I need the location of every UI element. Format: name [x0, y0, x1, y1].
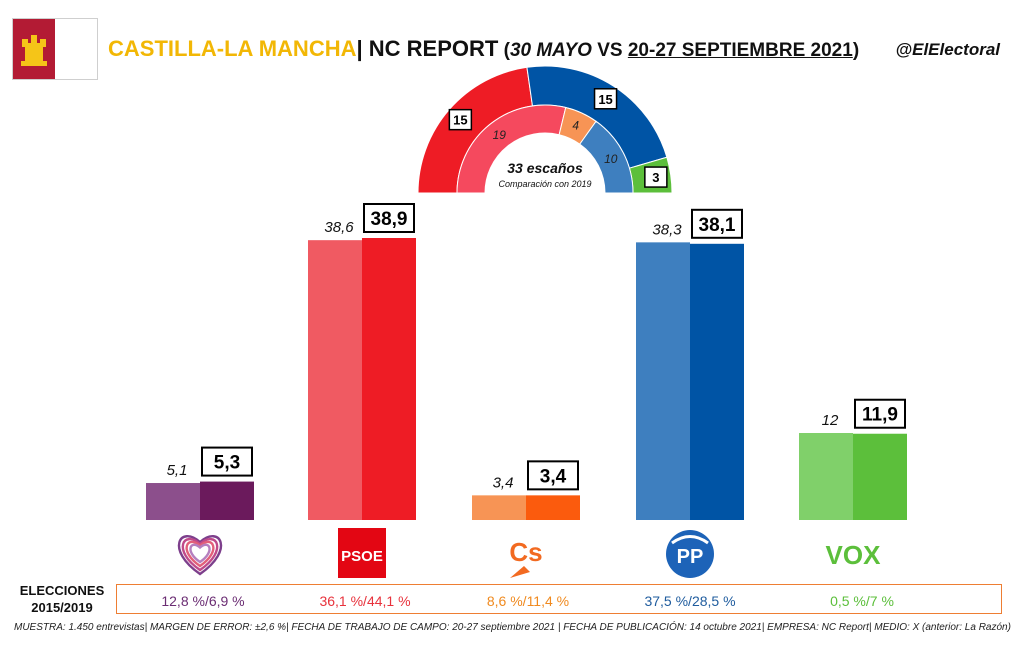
region-title: CASTILLA-LA MANCHA [108, 36, 357, 61]
seats-outer-label-vox: 3 [652, 170, 659, 185]
vote-bars: 5,1 5,3 38,6 38,9 3,4 3,4 38,3 38,1 12 11,9 [146, 203, 907, 520]
label-current-podemos: 5,3 [214, 453, 240, 474]
bar-current-podemos [200, 481, 254, 520]
castle-icon [21, 35, 47, 66]
seats-total-label: 33 escaños [507, 160, 583, 176]
author-handle: @ElElectoral [895, 40, 1000, 59]
seats-hemicycle: 15 15 3 19 4 10 33 escaños Comparación con 2019 [417, 65, 673, 194]
psoe-logo: PSOE [338, 528, 386, 578]
cs-logo: Cs [509, 537, 543, 578]
label-box-current-psoe [363, 203, 415, 233]
seats-outer-box-psoe [448, 108, 473, 131]
party-logos: PSOE Cs PP VOX [177, 528, 882, 578]
pp-logo-text: PP [677, 546, 704, 568]
cs-logo-text: Cs [509, 537, 542, 567]
label-box-current-pp [691, 208, 743, 239]
seats-inner-label-pp: 10 [604, 152, 618, 166]
label-current-psoe: 38,9 [371, 209, 408, 230]
bar-previous-pp [636, 242, 690, 520]
psoe-logo-text: PSOE [341, 548, 383, 565]
bar-previous-psoe [308, 240, 362, 520]
result-cs: 8,6 %/11,4 % [486, 593, 570, 609]
vox-logo: VOX [826, 540, 882, 570]
seats-outer-box-pp [593, 88, 618, 110]
pp-logo: PP [666, 530, 714, 578]
label-box-current-vox [854, 398, 906, 429]
results-box [116, 584, 1002, 614]
seats-inner-label-psoe: 19 [493, 128, 507, 142]
podemos-heart-icon [177, 535, 223, 576]
label-current-vox: 11,9 [862, 405, 898, 426]
label-box-current-podemos [201, 446, 253, 477]
castilla-la-mancha-flag [12, 18, 98, 80]
methodology-footer: MUESTRA: 1.450 entrevistas| MARGEN DE ER… [14, 622, 1011, 633]
page-title: CASTILLA-LA MANCHA| NC REPORT (30 MAYO V… [108, 36, 860, 61]
current-date: 20-27 SEPTIEMBRE 2021 [627, 40, 853, 61]
label-current-pp: 38,1 [699, 215, 736, 236]
label-previous-cs: 3,4 [493, 474, 514, 491]
bar-previous-podemos [146, 483, 200, 520]
label-previous-vox: 12 [822, 412, 839, 429]
result-podemos: 12,8 %/6,9 % [161, 593, 245, 609]
bar-current-psoe [362, 238, 416, 520]
label-box-current-cs [527, 460, 579, 491]
bar-current-cs [526, 495, 580, 520]
seats-inner-label-cs: 4 [572, 119, 579, 133]
bar-previous-vox [799, 433, 853, 520]
seats-outer-label-pp: 15 [598, 92, 612, 107]
label-previous-pp: 38,3 [652, 221, 682, 238]
label-current-cs: 3,4 [540, 466, 567, 487]
bar-current-vox [853, 433, 907, 520]
previous-date: 30 MAYO [509, 40, 592, 61]
results-label: ELECCIONES 2015/2019 [19, 583, 105, 615]
pollster-title: | NC REPORT [356, 36, 499, 61]
label-previous-podemos: 5,1 [167, 462, 188, 479]
seats-outer-label-psoe: 15 [453, 113, 467, 128]
label-previous-psoe: 38,6 [324, 219, 354, 236]
seats-subtitle: Comparación con 2019 [498, 179, 591, 189]
result-psoe: 36,1 %/44,1 % [319, 593, 411, 609]
seats-inner-pp [579, 120, 634, 194]
bar-previous-cs [472, 495, 526, 520]
result-pp: 37,5 %/28,5 % [644, 593, 736, 609]
poll-chart: 15 15 3 19 4 10 33 escaños Comparación con 2019… [146, 65, 907, 578]
bar-current-pp [690, 243, 744, 520]
seats-outer-box-vox [644, 166, 668, 188]
result-vox: 0,5 %/7 % [830, 593, 894, 609]
